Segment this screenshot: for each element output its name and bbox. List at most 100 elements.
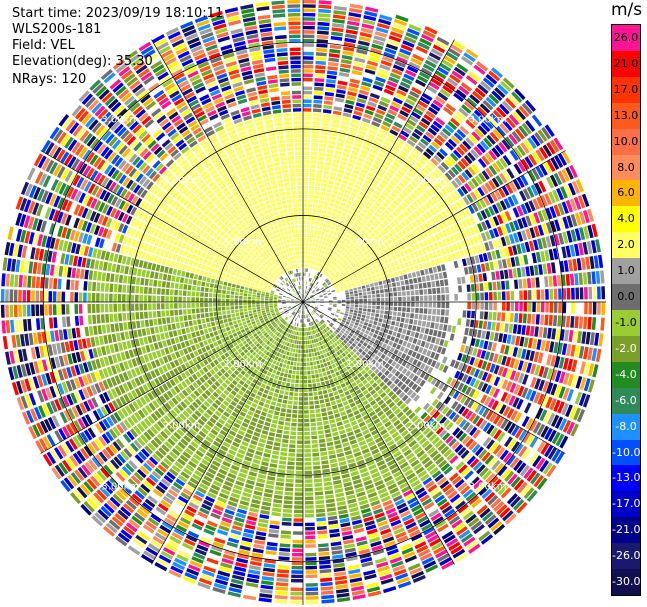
velocity-gate — [333, 106, 343, 112]
velocity-gate — [527, 170, 537, 182]
velocity-gate — [471, 202, 479, 212]
velocity-gate — [440, 248, 446, 256]
velocity-gate — [342, 477, 351, 483]
velocity-gate — [367, 56, 380, 63]
velocity-gate — [535, 457, 546, 470]
velocity-gate — [311, 142, 319, 147]
velocity-gate — [352, 335, 357, 340]
velocity-gate — [290, 587, 303, 592]
velocity-gate — [420, 327, 425, 334]
velocity-gate — [525, 362, 533, 374]
velocity-gate — [292, 409, 298, 414]
velocity-gate — [365, 105, 376, 112]
velocity-gate — [337, 302, 342, 304]
velocity-gate — [345, 166, 353, 173]
velocity-gate — [294, 340, 297, 344]
velocity-gate — [476, 61, 489, 72]
velocity-gate — [370, 182, 377, 189]
velocity-gate — [313, 99, 323, 104]
velocity-gate — [348, 196, 355, 202]
velocity-gate — [293, 509, 303, 514]
velocity-gate — [353, 142, 362, 148]
velocity-gate — [337, 169, 345, 174]
velocity-gate — [471, 177, 480, 188]
velocity-gate — [399, 251, 405, 258]
velocity-gate — [480, 122, 491, 133]
velocity-gate — [350, 269, 355, 274]
velocity-gate — [287, 400, 293, 405]
velocity-gate — [341, 246, 346, 252]
velocity-gate — [497, 366, 504, 376]
velocity-gate — [504, 136, 515, 148]
velocity-gate — [583, 316, 588, 330]
velocity-gate — [274, 388, 280, 394]
velocity-gate — [358, 323, 363, 328]
velocity-gate — [261, 580, 274, 586]
velocity-gate — [361, 314, 366, 318]
velocity-gate — [278, 551, 290, 557]
velocity-gate — [520, 174, 529, 186]
velocity-gate — [505, 223, 512, 234]
velocity-gate — [351, 282, 356, 286]
velocity-gate — [410, 307, 415, 313]
velocity-gate — [304, 492, 314, 496]
velocity-gate — [305, 250, 308, 255]
velocity-gate — [344, 189, 351, 195]
velocity-gate — [320, 134, 328, 140]
velocity-gate — [295, 483, 303, 488]
velocity-gate — [392, 188, 400, 195]
velocity-gate — [304, 332, 307, 336]
velocity-gate — [511, 194, 519, 205]
velocity-gate — [303, 250, 306, 255]
velocity-gate — [378, 280, 383, 286]
velocity-gate — [338, 267, 343, 272]
velocity-gate — [415, 377, 423, 385]
velocity-gate — [317, 160, 324, 165]
velocity-gate — [455, 416, 464, 426]
velocity-gate — [355, 329, 361, 334]
velocity-gate — [420, 67, 433, 76]
velocity-gate — [344, 313, 349, 317]
velocity-gate — [345, 306, 350, 309]
velocity-gate — [309, 278, 312, 282]
velocity-gate — [440, 188, 449, 197]
velocity-gate — [493, 260, 499, 270]
velocity-gate — [320, 299, 324, 301]
velocity-gate — [440, 316, 445, 323]
velocity-gate — [438, 256, 444, 264]
velocity-gate — [279, 390, 285, 395]
velocity-gate — [331, 235, 336, 240]
velocity-gate — [512, 207, 520, 218]
velocity-gate — [385, 43, 399, 51]
velocity-gate — [314, 243, 318, 248]
velocity-gate — [512, 179, 521, 190]
velocity-gate — [272, 503, 282, 508]
velocity-gate — [556, 274, 562, 287]
velocity-gate — [297, 314, 299, 318]
velocity-gate — [464, 169, 473, 179]
velocity-gate — [501, 367, 509, 378]
velocity-gate — [273, 442, 281, 447]
velocity-gate — [586, 240, 593, 254]
velocity-gate — [578, 227, 586, 240]
velocity-gate — [300, 366, 303, 371]
velocity-gate — [272, 450, 280, 456]
velocity-gate — [484, 292, 489, 301]
velocity-gate — [305, 565, 317, 570]
velocity-gate — [489, 112, 501, 124]
velocity-gate — [333, 284, 338, 288]
velocity-gate — [309, 238, 313, 243]
velocity-gate — [318, 547, 330, 552]
velocity-gate — [376, 293, 380, 298]
velocity-gate — [415, 45, 428, 54]
velocity-gate — [274, 356, 279, 361]
velocity-gate — [536, 289, 541, 300]
velocity-gate — [555, 451, 565, 465]
velocity-gate — [471, 246, 478, 255]
velocity-gate — [326, 262, 331, 267]
velocity-gate — [368, 267, 374, 272]
velocity-gate — [316, 169, 323, 174]
velocity-gate — [370, 232, 376, 238]
velocity-gate — [373, 321, 378, 326]
velocity-gate — [316, 34, 329, 40]
